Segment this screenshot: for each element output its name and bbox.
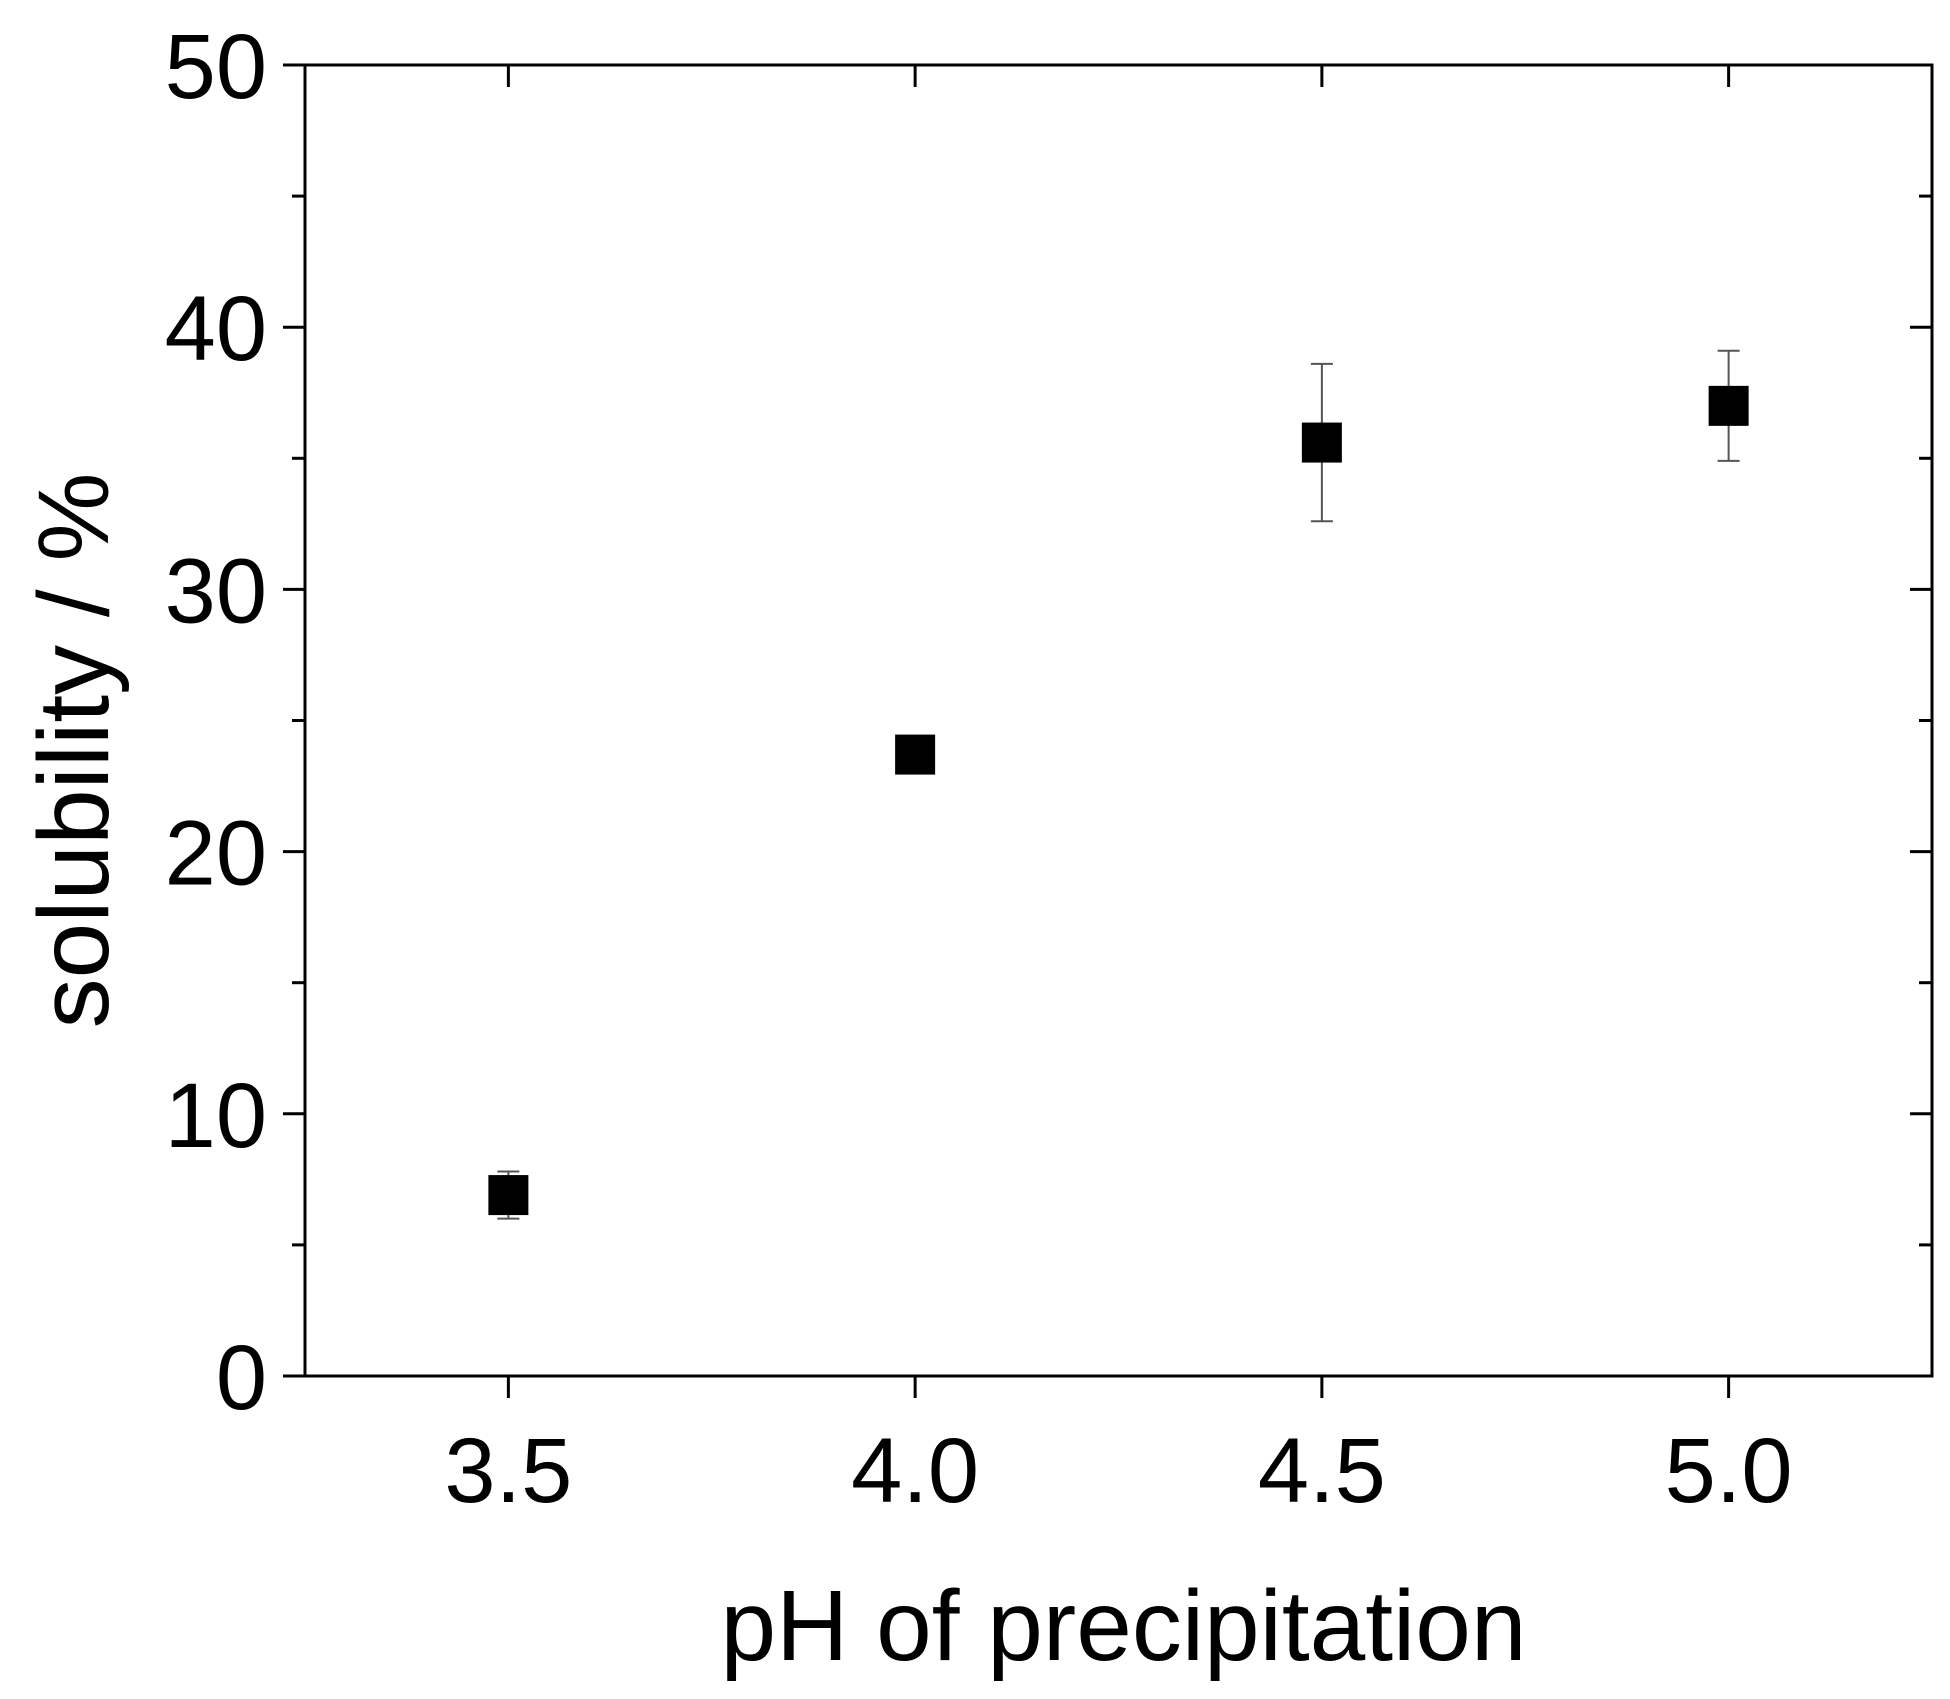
- ticks-layer: 0 10 20 30 40 50 3.5 4.0 4.5 5.0: [165, 16, 1932, 1522]
- x-tick-label: 3.5: [444, 1420, 572, 1522]
- x-tick-label: 4.0: [851, 1420, 979, 1522]
- data-point-square: [488, 1175, 529, 1216]
- y-tick-label: 20: [165, 803, 267, 905]
- data-point-square: [895, 734, 936, 775]
- y-tick-label: 10: [165, 1065, 267, 1167]
- x-axis-title: pH of precipitation: [720, 1570, 1526, 1682]
- y-axis-title: solubility / %: [18, 473, 130, 1029]
- x-tick-label: 5.0: [1665, 1420, 1793, 1522]
- markers-layer: [488, 385, 1749, 1216]
- y-tick-label: 0: [216, 1327, 267, 1429]
- errorbars-layer: [497, 349, 1740, 1220]
- data-point-square: [1301, 422, 1342, 463]
- data-point-square: [1708, 385, 1749, 426]
- y-tick-label: 30: [165, 540, 267, 642]
- y-tick-label: 40: [165, 278, 267, 380]
- plot-frame: [303, 63, 1934, 1378]
- x-tick-label: 4.5: [1258, 1420, 1386, 1522]
- y-tick-label: 50: [165, 16, 267, 118]
